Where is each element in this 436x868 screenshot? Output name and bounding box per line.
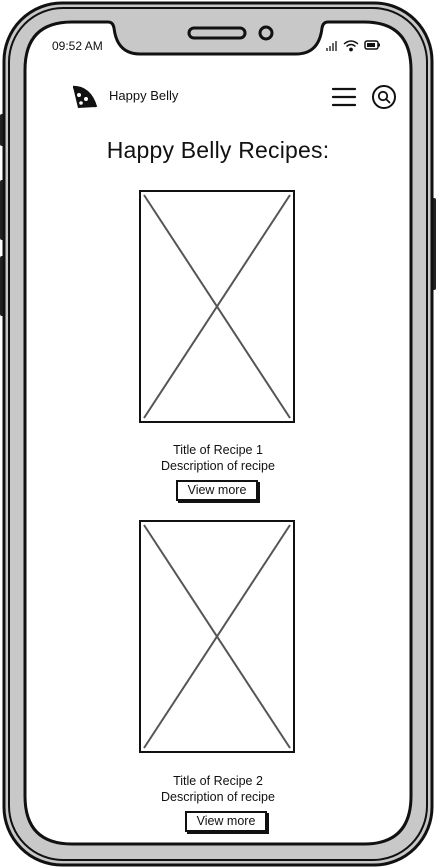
wifi-icon (343, 40, 359, 52)
signal-icon (326, 41, 337, 51)
recipe-title: Title of Recipe 2 (173, 774, 263, 788)
recipe-description: Description of recipe (161, 459, 275, 473)
battery-icon (364, 40, 380, 50)
view-more-button[interactable]: View more (185, 811, 267, 832)
recipe-description: Description of recipe (161, 790, 275, 804)
pizza-slice-icon (72, 85, 98, 108)
view-more-button[interactable]: View more (176, 480, 258, 501)
search-icon[interactable] (371, 84, 397, 110)
status-icons (326, 40, 380, 52)
brand-name: Happy Belly (109, 88, 179, 103)
recipe-image-placeholder[interactable] (139, 190, 295, 423)
recipe-image-placeholder[interactable] (139, 520, 295, 753)
recipe-title: Title of Recipe 1 (173, 443, 263, 457)
page-title: Happy Belly Recipes: (106, 137, 330, 163)
status-time: 09:52 AM (52, 39, 103, 53)
hamburger-menu-icon[interactable] (332, 86, 356, 108)
